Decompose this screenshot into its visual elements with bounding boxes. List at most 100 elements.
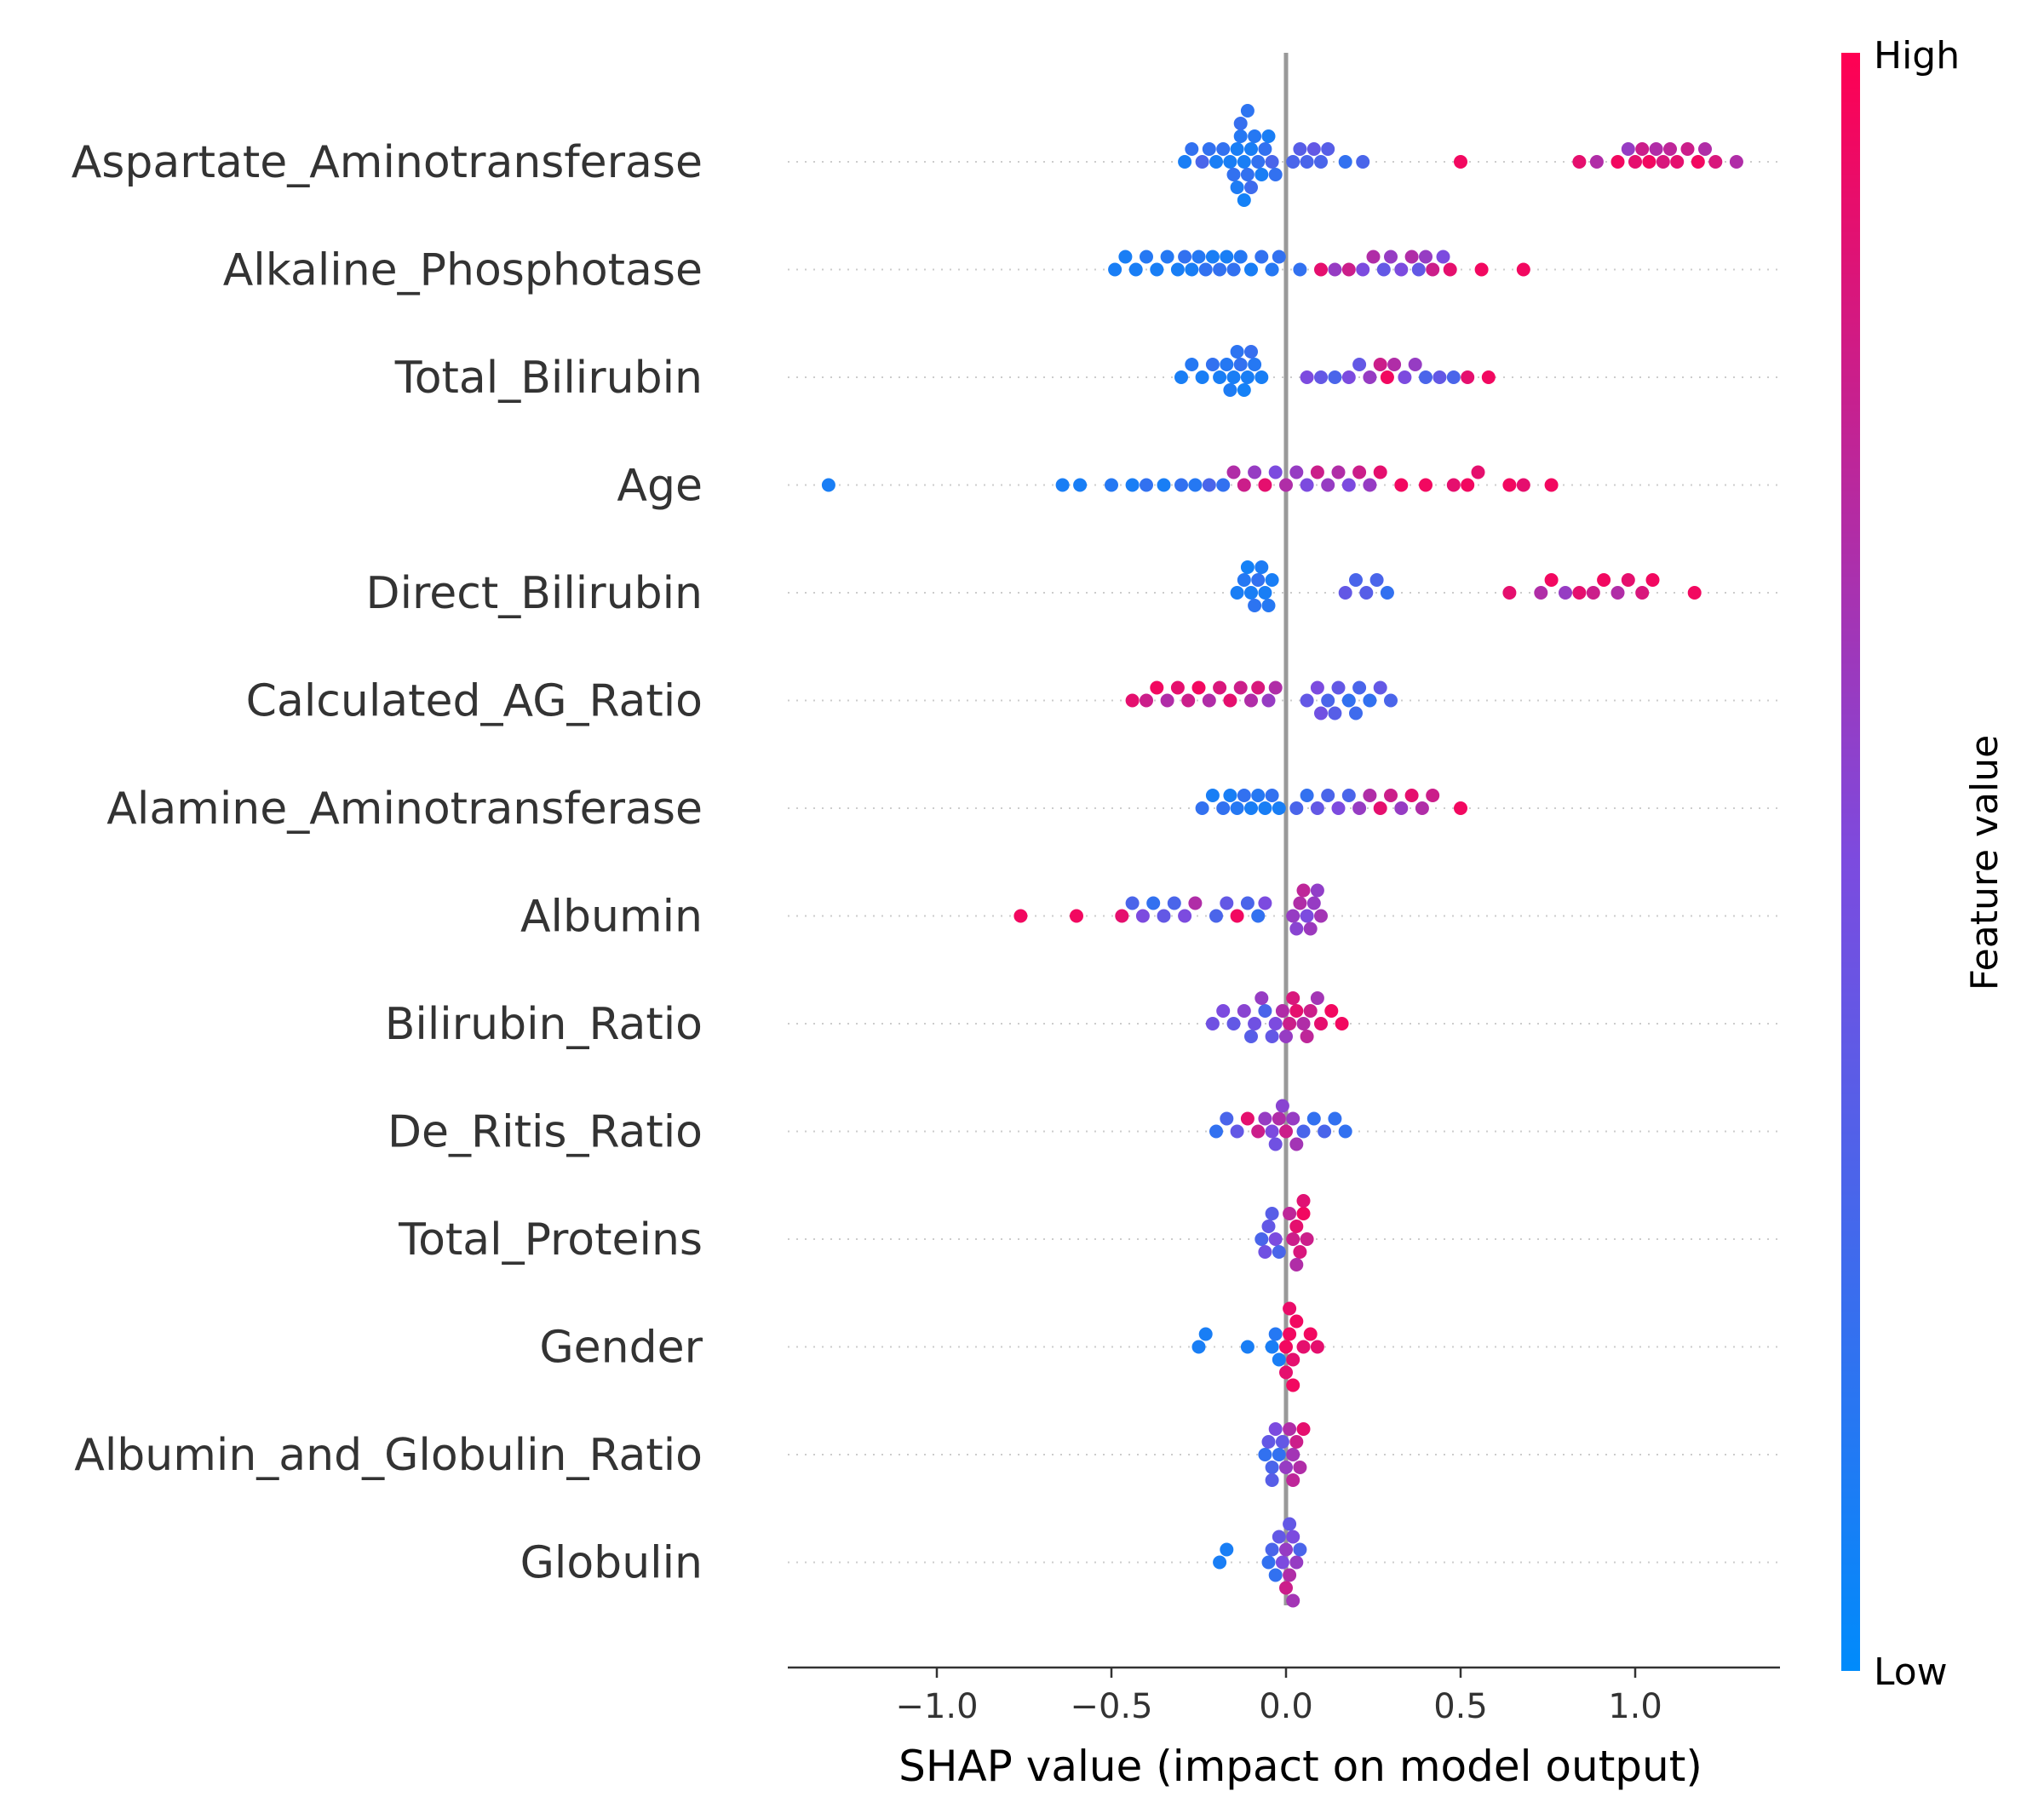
shap-point — [1436, 250, 1450, 264]
shap-point — [1314, 706, 1328, 720]
shap-point — [1443, 262, 1457, 277]
shap-point — [1289, 465, 1304, 479]
shap-point — [1013, 909, 1028, 923]
shap-point — [1258, 586, 1272, 600]
shap-point — [1070, 909, 1083, 923]
shap-point — [1140, 478, 1153, 492]
shap-point — [1244, 801, 1258, 815]
shap-point — [1258, 1004, 1272, 1018]
shap-point — [1680, 142, 1695, 156]
colorbar-low-label: Low — [1874, 1650, 1948, 1694]
colorbar-high-label: High — [1874, 34, 1960, 77]
shap-point — [1233, 129, 1248, 143]
shap-point — [1426, 262, 1440, 277]
shap-point — [1419, 478, 1433, 492]
shap-point — [1240, 896, 1255, 910]
shap-point — [1310, 680, 1324, 695]
shap-point — [1296, 1340, 1311, 1354]
shap-point — [1310, 465, 1324, 479]
shap-point — [1178, 250, 1192, 264]
shap-point — [1268, 465, 1283, 479]
shap-point — [1237, 1004, 1251, 1018]
shap-point — [1268, 1327, 1283, 1341]
shap-point — [1559, 586, 1572, 600]
shap-point — [1268, 680, 1283, 695]
shap-point — [1265, 789, 1279, 802]
shap-point — [1300, 1030, 1314, 1043]
x-tick-label: 0.5 — [1433, 1687, 1488, 1726]
shap-point — [1220, 896, 1234, 910]
shap-point — [1198, 262, 1213, 277]
shap-point — [1230, 1124, 1244, 1139]
shap-point — [1335, 1017, 1349, 1030]
shap-point — [1338, 586, 1352, 600]
shap-point — [1283, 1568, 1297, 1582]
shap-point — [1157, 909, 1171, 923]
shap-point — [1589, 155, 1604, 169]
shap-point — [1185, 142, 1199, 156]
shap-point — [1140, 693, 1153, 708]
shap-point — [1220, 1542, 1234, 1557]
shap-point — [1663, 142, 1677, 156]
shap-point — [1366, 250, 1381, 264]
shap-point — [1296, 1194, 1311, 1208]
shap-point — [1314, 262, 1328, 277]
shap-point — [1181, 693, 1196, 708]
shap-point — [1286, 1448, 1300, 1461]
shap-point — [1411, 262, 1426, 277]
shap-point — [1220, 250, 1234, 264]
shap-point — [1237, 478, 1251, 492]
feature-label: De_Ritis_Ratio — [388, 1107, 703, 1158]
shap-point — [1516, 478, 1530, 492]
shap-point — [1384, 789, 1398, 802]
shap-point — [1230, 345, 1244, 359]
colorbar-title: Feature value — [1963, 735, 2007, 990]
shap-point — [1174, 478, 1188, 492]
shap-point — [1255, 168, 1269, 181]
feature-label: Alkaline_Phosphotase — [223, 245, 703, 296]
shap-point — [1191, 680, 1206, 695]
shap-point — [1318, 1124, 1332, 1139]
shap-point — [1255, 1232, 1269, 1246]
shap-point — [1170, 262, 1185, 277]
shap-point — [1237, 789, 1251, 802]
shap-point — [1160, 693, 1174, 708]
shap-point — [1359, 586, 1374, 600]
shap-point — [1125, 896, 1140, 910]
shap-point — [1265, 155, 1279, 169]
shap-point — [1544, 478, 1559, 492]
shap-point — [1303, 1327, 1318, 1341]
shap-point — [1331, 801, 1346, 815]
shap-point — [1502, 586, 1517, 600]
shap-point — [1216, 478, 1231, 492]
shap-point — [1321, 142, 1335, 156]
shap-point — [1244, 693, 1258, 708]
shap-point — [1352, 465, 1367, 479]
shap-point — [1516, 262, 1530, 277]
shap-point — [1240, 370, 1255, 384]
shap-point — [1356, 155, 1370, 169]
shap-point — [1384, 693, 1398, 708]
x-axis-title: SHAP value (impact on model output) — [899, 1742, 1702, 1791]
shap-point — [1226, 168, 1241, 181]
shap-point — [1426, 789, 1440, 802]
shap-point — [1328, 262, 1342, 277]
shap-point — [1611, 586, 1625, 600]
shap-point — [1296, 1124, 1311, 1139]
shap-point — [1380, 370, 1394, 384]
shap-point — [1283, 1422, 1297, 1436]
shap-point — [1230, 586, 1244, 600]
shap-point — [1261, 1220, 1276, 1233]
shap-point — [1502, 478, 1517, 492]
shap-point — [1446, 370, 1461, 384]
shap-point — [1258, 896, 1272, 910]
shap-point — [1363, 693, 1377, 708]
shap-point — [1635, 142, 1650, 156]
shap-point — [1283, 1017, 1297, 1030]
x-ticks: −1.0 −0.5 0.0 0.5 1.0 — [895, 1668, 1662, 1726]
shap-point — [1300, 478, 1314, 492]
shap-point — [1628, 155, 1642, 169]
shap-point — [1244, 181, 1258, 194]
shap-point — [1293, 1245, 1307, 1259]
